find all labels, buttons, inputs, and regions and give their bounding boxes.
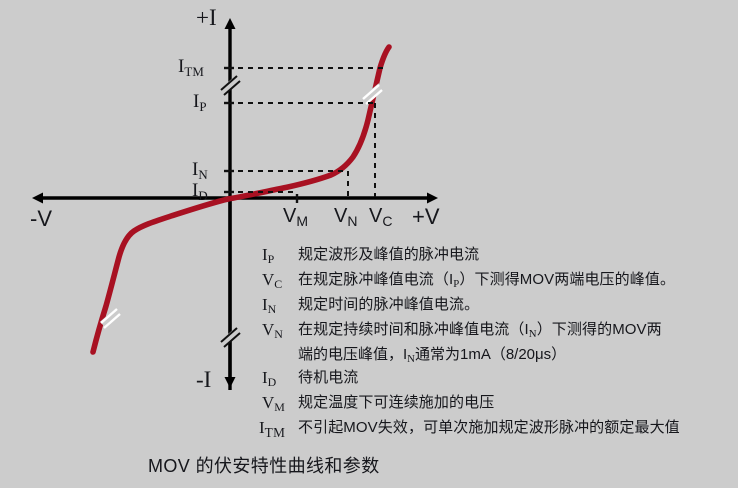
tick-marks [224, 66, 299, 203]
legend-vm-sub: M [274, 400, 285, 415]
legend-text-in: 规定时间的脉冲峰值电流。 [298, 296, 480, 313]
xtick-vc-sub: C [382, 212, 393, 229]
legend-text-vn: 在规定持续时间和脉冲峰值电流（IN）下测得的MOV两 [298, 319, 732, 342]
legend-text-vn-continued: 端的电压峰值，IN通常为1mA（8/20μs） [298, 344, 732, 367]
xtick-label-vm: VM [283, 205, 309, 229]
legend-vn-cont-a: 端的电压峰值，I [298, 346, 408, 363]
legend-id-sub: D [267, 375, 277, 390]
dashed-guides [228, 67, 384, 197]
axis-label-positive-voltage: +V [412, 204, 440, 229]
xtick-vm-sym: V [283, 205, 297, 227]
legend-vc-sub: C [274, 277, 283, 292]
legend-vm-sym: V [262, 393, 275, 412]
legend-vn-cont-b: 通常为1mA（8/20μs） [414, 346, 567, 363]
legend-vc-text-b: ）下测得MOV两端电压的峰值。 [459, 271, 676, 288]
xtick-vc-sym: V [369, 205, 383, 227]
legend-vn-sym: V [262, 320, 275, 339]
ytick-ip-sym: I [193, 91, 200, 112]
axis-break-marks [219, 75, 241, 348]
legend-text-itm: 不引起MOV失效，可单次施加规定波形脉冲的额定最大值 [298, 419, 680, 436]
legend-vn-inline-sub: N [528, 328, 537, 341]
ytick-id-sub: D [198, 187, 208, 203]
legend-text-id: 待机电流 [298, 369, 359, 386]
legend-item-in: IN 规定时间的脉冲峰值电流。 [258, 294, 732, 317]
xtick-vn-sym: V [334, 205, 348, 227]
xtick-label-vn: VN [334, 205, 358, 229]
legend-vc-text-a: 在规定脉冲峰值电流（I [298, 271, 454, 288]
legend-symbol-vc: VC [258, 269, 298, 292]
legend-vn-sub: N [274, 327, 283, 342]
ytick-label-ip: IP [193, 91, 207, 114]
legend-text-vm: 规定温度下可连续施加的电压 [298, 394, 495, 411]
ytick-in-sym: I [192, 159, 199, 180]
legend-item-vm: VM 规定温度下可连续施加的电压 [258, 392, 732, 415]
legend-ip-sym: I [262, 245, 268, 264]
legend-item-vc: VC 在规定脉冲峰值电流（IP）下测得MOV两端电压的峰值。 [258, 269, 732, 292]
xtick-vm-sub: M [296, 212, 309, 229]
legend-vc-sym: V [262, 270, 275, 289]
legend-itm-sub: TM [264, 424, 286, 440]
legend-item-id: ID 待机电流 [258, 367, 732, 390]
legend-itm-sym: I [259, 418, 265, 437]
legend-in-sym: I [262, 295, 268, 314]
legend-symbol-itm: ITM [258, 417, 298, 440]
legend-symbol-vm: VM [258, 392, 298, 415]
legend-vn-text-a: 在规定持续时间和脉冲峰值电流（I [298, 321, 529, 338]
legend-symbol-in: IN [258, 294, 298, 317]
legend-vn-cont-sub: N [407, 353, 415, 366]
xtick-vn-sub: N [347, 212, 358, 229]
ytick-id-sym: I [192, 180, 199, 201]
legend-vc-inline-sub: P [453, 278, 460, 291]
ytick-label-itm: ITM [178, 56, 205, 79]
parameter-legend: IP 规定波形及峰值的脉冲电流 VC 在规定脉冲峰值电流（IP）下测得MOV两端… [258, 244, 732, 441]
legend-in-sub: N [267, 302, 277, 317]
ytick-label-id: ID [192, 180, 208, 203]
ytick-itm-sub: TM [184, 63, 205, 79]
xtick-label-vc: VC [369, 205, 393, 229]
legend-text-ip: 规定波形及峰值的脉冲电流 [298, 246, 480, 263]
legend-symbol-vn: VN [258, 319, 298, 342]
ytick-itm-sym: I [178, 56, 185, 77]
legend-item-vn: VN 在规定持续时间和脉冲峰值电流（IN）下测得的MOV两 [258, 319, 732, 342]
ytick-label-in: IN [192, 159, 208, 182]
axis-label-negative-current: -I [196, 367, 212, 392]
legend-text-vc: 在规定脉冲峰值电流（IP）下测得MOV两端电压的峰值。 [298, 269, 732, 292]
legend-id-sym: I [262, 368, 268, 387]
axis-label-negative-voltage: -V [30, 206, 52, 231]
figure-caption: MOV 的伏安特性曲线和参数 [148, 456, 380, 476]
legend-symbol-id: ID [258, 367, 298, 390]
legend-item-ip: IP 规定波形及峰值的脉冲电流 [258, 244, 732, 267]
ytick-in-sub: N [198, 166, 208, 182]
legend-item-itm: ITM 不引起MOV失效，可单次施加规定波形脉冲的额定最大值 [258, 417, 732, 440]
legend-symbol-ip: IP [258, 244, 298, 267]
legend-vn-text-b: ）下测得的MOV两 [536, 321, 662, 338]
ytick-ip-sub: P [199, 98, 207, 114]
legend-ip-sub: P [267, 252, 275, 267]
axis-label-positive-current: +I [196, 5, 217, 30]
